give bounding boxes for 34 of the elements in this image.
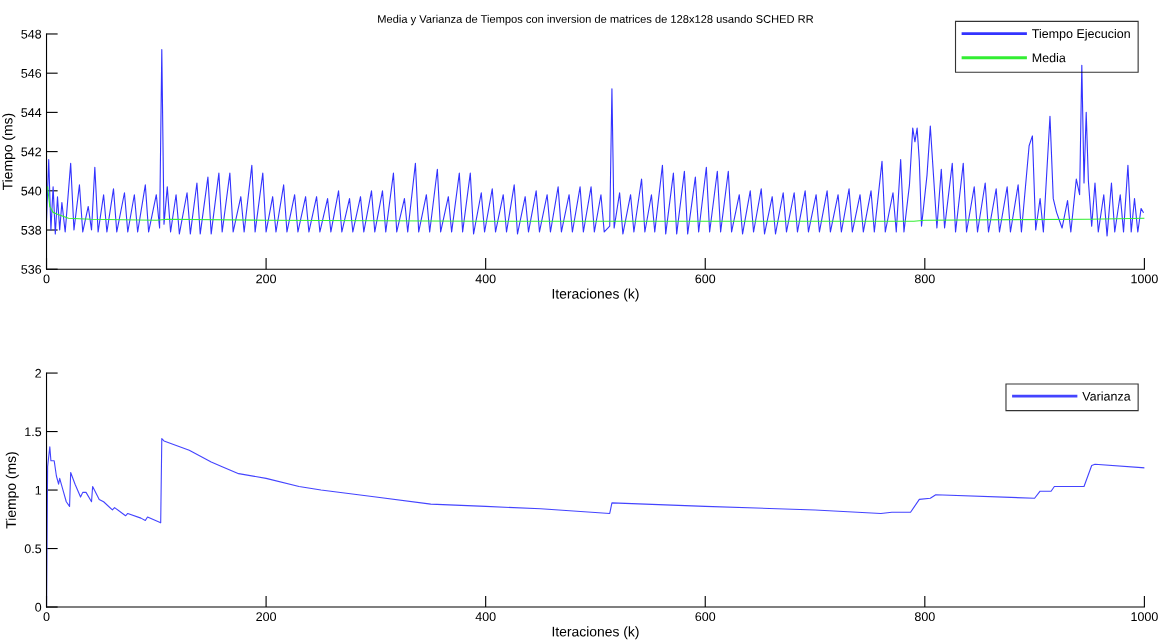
y-tick-label: 1.5	[25, 427, 42, 437]
y-axis-title: Tiempo (ms)	[5, 452, 19, 529]
x-tick-label: 1000	[1131, 612, 1158, 622]
line-series	[46, 49, 1144, 237]
y-tick-label: 2	[35, 368, 42, 378]
legend-label: Tiempo Ejecucion	[1032, 28, 1130, 41]
y-tick-label: 0.5	[24, 544, 42, 554]
legend-label: Media	[1032, 53, 1066, 63]
x-tick-label: 200	[256, 612, 277, 622]
x-tick-label: 800	[914, 274, 935, 284]
y-tick-label: 536	[21, 265, 42, 274]
x-tick-label: 600	[695, 274, 716, 284]
y-tick-label: 538	[21, 225, 42, 235]
x-tick-label: 400	[475, 274, 496, 284]
legend-label: Varianza	[1082, 391, 1131, 401]
line-series	[47, 186, 1145, 222]
y-axis-title: Tiempo (ms)	[2, 113, 16, 190]
x-tick-label: 0	[43, 274, 50, 284]
y-tick-label: 542	[21, 147, 42, 157]
x-tick-label: 0	[43, 612, 50, 622]
y-tick-label: 0	[35, 602, 42, 612]
y-tick-label: 1	[35, 485, 42, 495]
y-tick-label: 540	[21, 186, 42, 196]
y-tick-label: 548	[21, 29, 42, 39]
y-tick-label: 546	[21, 68, 42, 78]
chart-title: Media y Varianza de Tiempos con inversion de matrices de 128x128 usando SCHED RR	[378, 14, 814, 26]
x-tick-label: 600	[695, 612, 716, 622]
x-axis-title: Iteraciones (k)	[552, 626, 639, 640]
x-tick-label: 200	[256, 274, 277, 284]
x-tick-label: 1000	[1131, 274, 1158, 284]
x-axis-title: Iteraciones (k)	[552, 288, 639, 302]
x-tick-label: 800	[914, 612, 935, 622]
x-tick-label: 400	[475, 612, 496, 622]
y-tick-label: 544	[21, 108, 42, 118]
